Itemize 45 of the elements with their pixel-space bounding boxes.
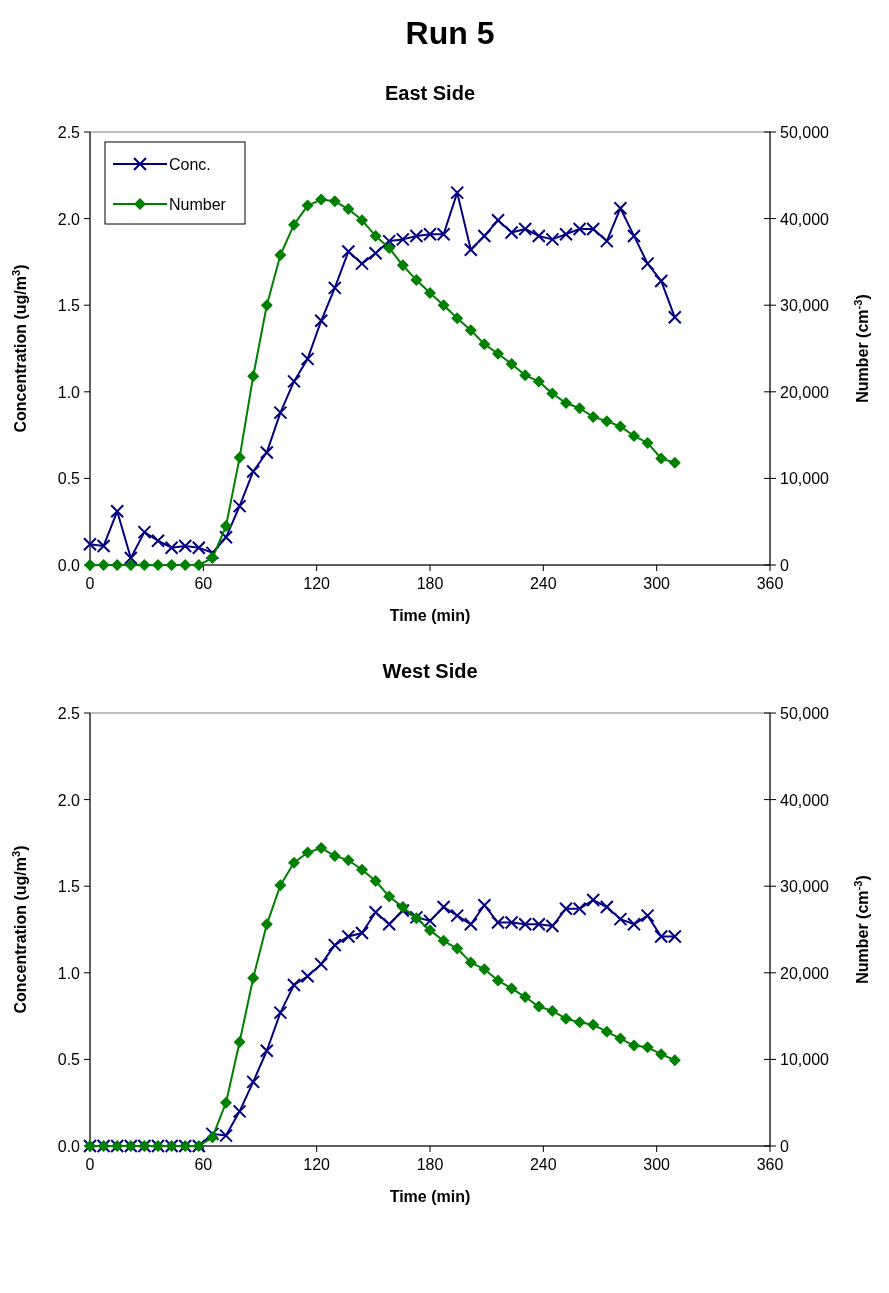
y-tick-label: 2.5 bbox=[57, 705, 81, 722]
x-tick-label: 180 bbox=[416, 575, 444, 592]
x-tick-label: 0 bbox=[85, 1156, 95, 1173]
y2-tick-label: 10,000 bbox=[780, 470, 830, 488]
y2-tick-label: 40,000 bbox=[780, 210, 830, 228]
chart-title: Run 5 bbox=[405, 15, 495, 51]
y2-tick-label: 50,000 bbox=[780, 124, 830, 141]
x-tick-label: 60 bbox=[194, 1156, 213, 1173]
x-tick-label: 180 bbox=[416, 1156, 444, 1173]
chart-subtitle: East Side bbox=[384, 82, 476, 104]
x-axis-title: Time (min) bbox=[389, 1188, 471, 1205]
y-tick-label: 1.0 bbox=[57, 383, 81, 401]
x-tick-label: 300 bbox=[643, 1156, 671, 1173]
x-tick-label: 60 bbox=[194, 575, 213, 592]
y-tick-label: 0.5 bbox=[57, 1051, 81, 1069]
x-tick-label: 0 bbox=[85, 575, 95, 592]
y2-tick-label: 40,000 bbox=[780, 791, 830, 809]
y2-tick-label: 10,000 bbox=[780, 1051, 830, 1069]
chart-title: West Side bbox=[382, 660, 478, 682]
y2-tick-label: 20,000 bbox=[780, 383, 830, 401]
y2-tick-label: 30,000 bbox=[780, 878, 830, 896]
x-tick-label: 120 bbox=[303, 575, 331, 592]
x-tick-label: 120 bbox=[303, 1156, 331, 1173]
legend-label: Number bbox=[169, 196, 227, 213]
legend-label: Conc. bbox=[169, 156, 211, 173]
y2-tick-label: 50,000 bbox=[780, 705, 830, 722]
y2-tick-label: 30,000 bbox=[780, 297, 830, 315]
y2-tick-label: 0 bbox=[780, 1138, 789, 1155]
y-tick-label: 0.5 bbox=[57, 470, 81, 488]
y2-tick-label: 0 bbox=[780, 557, 789, 574]
y2-tick-label: 20,000 bbox=[780, 964, 830, 982]
y-tick-label: 0.0 bbox=[57, 1138, 81, 1155]
y-tick-label: 1.5 bbox=[57, 878, 81, 896]
x-tick-label: 240 bbox=[529, 1156, 557, 1173]
y-tick-label: 1.0 bbox=[57, 964, 81, 982]
x-axis-title: Time (min) bbox=[389, 607, 471, 624]
y-tick-label: 2.0 bbox=[57, 210, 81, 228]
x-tick-label: 300 bbox=[643, 575, 671, 592]
y-tick-label: 0.0 bbox=[57, 557, 81, 574]
x-tick-label: 360 bbox=[756, 1156, 784, 1173]
y-tick-label: 2.5 bbox=[57, 124, 81, 141]
y-tick-label: 1.5 bbox=[57, 297, 81, 315]
x-tick-label: 360 bbox=[756, 575, 784, 592]
x-tick-label: 240 bbox=[529, 575, 557, 592]
y-tick-label: 2.0 bbox=[57, 791, 81, 809]
